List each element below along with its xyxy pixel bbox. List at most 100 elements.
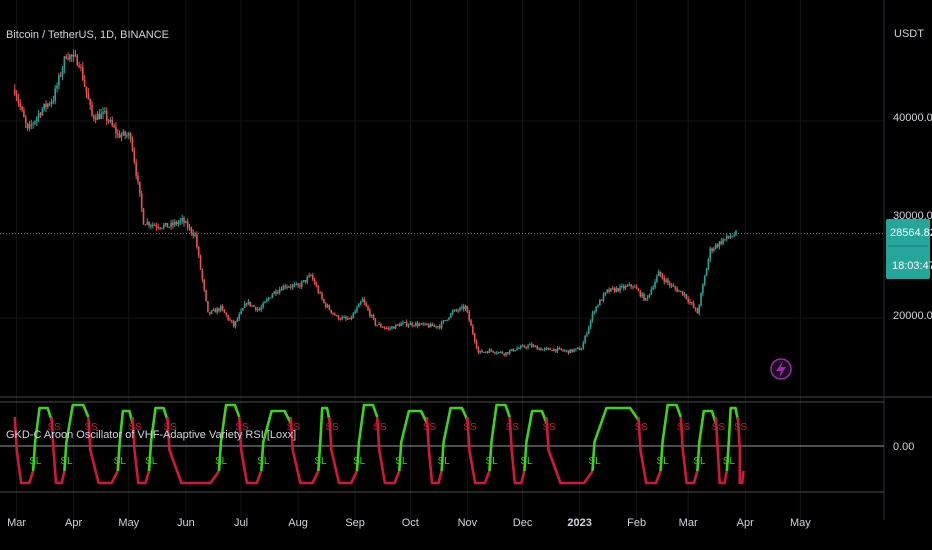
candle-body — [661, 275, 664, 279]
candle-body — [41, 109, 44, 116]
candle-body — [479, 350, 482, 353]
price-label-20000: 20000.00 — [893, 310, 932, 322]
candle-body — [28, 124, 31, 129]
candle-body — [678, 290, 680, 292]
candle-body — [306, 277, 309, 282]
candle-body — [335, 315, 338, 317]
signal-short-label: SS — [373, 422, 387, 433]
candle-body — [43, 103, 45, 110]
osc-segment-down — [545, 416, 594, 485]
candle-body — [128, 133, 130, 136]
last-price-badge: 28564.82 18:03:47 — [886, 219, 932, 279]
candle-body — [15, 94, 18, 99]
candle-body — [56, 85, 58, 89]
candle-body — [144, 224, 147, 226]
candle-body — [146, 221, 148, 225]
candle-body — [720, 241, 723, 244]
alert-lightning-icon[interactable] — [770, 358, 792, 380]
candle-body — [185, 221, 187, 223]
candle-body — [105, 111, 108, 121]
candle-body — [527, 345, 529, 348]
candle-body — [225, 312, 228, 316]
candle-body — [254, 306, 257, 310]
time-axis-label: May — [790, 517, 811, 529]
symbol-title[interactable]: Bitcoin / TetherUS, 1D, BINANCE — [6, 29, 169, 41]
candle-body — [352, 313, 355, 318]
osc-segment-down — [375, 416, 401, 485]
candle-body — [231, 320, 233, 322]
candle-body — [696, 308, 699, 314]
candle-body — [510, 349, 513, 351]
candle-body — [569, 349, 572, 354]
candle-body — [409, 323, 412, 325]
candle-body — [656, 276, 658, 282]
osc-segment-up — [488, 403, 511, 472]
candle-body — [131, 139, 134, 151]
candle-body — [501, 351, 504, 354]
candle-body — [477, 347, 480, 353]
indicator-title[interactable]: GKD-C Aroon Oscillator of VHF-Adaptive V… — [6, 429, 296, 441]
oscillator-line[interactable] — [13, 403, 745, 485]
candle-body — [212, 309, 215, 311]
candle-body — [462, 306, 465, 310]
candle-body — [253, 305, 255, 307]
candle-body — [61, 68, 64, 76]
candle-body — [107, 120, 110, 122]
candle-body — [676, 288, 678, 292]
candle-body — [689, 301, 691, 303]
candle-body — [615, 288, 618, 292]
candle-body — [518, 348, 520, 350]
candle-body — [36, 117, 38, 122]
candle-body — [700, 293, 702, 306]
candle-body — [545, 348, 548, 350]
candle-body — [595, 306, 597, 312]
candle-body — [151, 224, 154, 226]
candle-body — [470, 320, 472, 326]
candle-body — [313, 279, 316, 285]
osc-segment-down — [87, 416, 119, 485]
candle-body — [179, 220, 182, 223]
candle-body — [59, 75, 62, 77]
candle-body — [703, 276, 706, 285]
candle-body — [52, 100, 55, 102]
osc-segment-up — [147, 406, 169, 472]
candle-body — [538, 348, 540, 350]
candle-body — [223, 309, 226, 313]
candle-body — [330, 309, 332, 313]
candle-body — [433, 325, 436, 327]
candle-body — [586, 333, 588, 336]
candle-body — [668, 282, 671, 286]
candle-body — [234, 321, 237, 327]
candle-body — [589, 320, 592, 328]
candle-body — [65, 56, 68, 59]
candle-body — [667, 279, 669, 283]
signal-long-label: SL — [395, 456, 408, 467]
candle-body — [256, 309, 259, 311]
candle-body — [374, 318, 377, 326]
candle-body — [34, 121, 36, 124]
candle-body — [418, 324, 421, 326]
candle-body — [391, 326, 393, 329]
candle-body — [332, 312, 334, 314]
candle-body — [659, 271, 662, 276]
candle-body — [24, 117, 27, 124]
candle-body — [525, 347, 528, 349]
candle-body — [551, 349, 553, 352]
candle-body — [19, 102, 22, 107]
candle-body — [122, 131, 125, 136]
price-candles[interactable] — [13, 49, 737, 358]
candle-body — [30, 124, 33, 126]
candle-body — [260, 307, 263, 311]
candle-body — [214, 309, 217, 313]
candle-body — [45, 103, 47, 108]
time-axis[interactable]: Mar Apr May Jun Jul Aug Sep Oct Nov Dec 2023 Feb Mar… — [7, 517, 811, 529]
candle-body — [172, 222, 174, 226]
candle-body — [183, 217, 185, 223]
candle-body — [385, 327, 388, 329]
candle-body — [576, 348, 579, 350]
candle-body — [96, 113, 99, 120]
signal-short-label: SS — [84, 422, 98, 433]
signal-long-label: SL — [215, 456, 228, 467]
candle-body — [159, 227, 161, 229]
